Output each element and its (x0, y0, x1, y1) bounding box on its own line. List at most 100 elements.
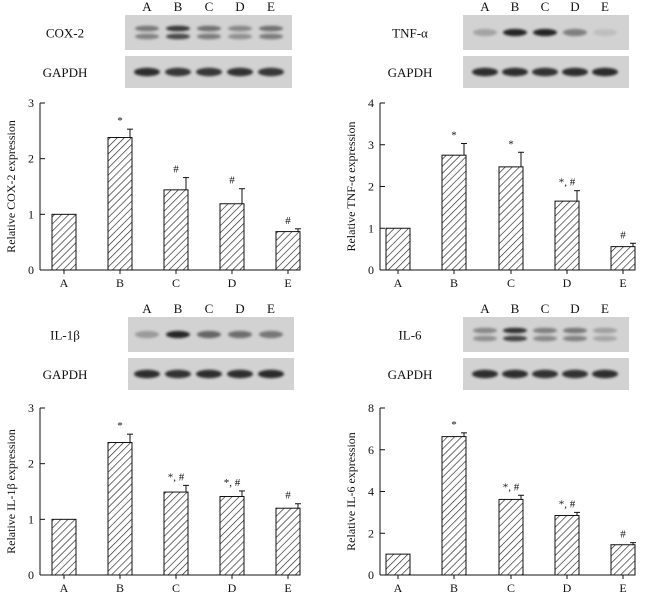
significance-label: *, # (559, 498, 576, 510)
significance-label: # (229, 175, 235, 187)
y-tick-label: 1 (368, 221, 374, 235)
bar (441, 154, 467, 271)
protein-band (166, 330, 190, 339)
lane-label: B (174, 301, 183, 316)
y-tick-label: 3 (368, 138, 374, 152)
protein-blot-strip (463, 317, 629, 352)
control-band (472, 67, 498, 77)
y-axis-label: Relative IL-6 expression (344, 432, 358, 551)
x-tick-label: D (563, 276, 572, 290)
protein-band-lower (563, 335, 587, 342)
x-tick-label: E (619, 276, 626, 290)
control-band (196, 67, 222, 77)
significance-label: # (620, 229, 626, 241)
y-tick-label: 1 (28, 207, 34, 221)
lane-label: C (541, 0, 550, 14)
lane-label: E (267, 301, 275, 316)
lane-label: C (541, 301, 550, 316)
bar (219, 496, 245, 576)
protein-band (473, 327, 497, 334)
western-blot: A B C D E COX-2 GAPDH (43, 0, 292, 88)
bar (51, 518, 77, 576)
protein-band (166, 25, 190, 32)
protein-band (197, 25, 221, 32)
y-tick-label: 3 (28, 401, 34, 415)
control-band (196, 369, 222, 379)
protein-band-lower (228, 33, 252, 40)
protein-band (197, 330, 221, 339)
x-tick-label: A (394, 276, 403, 290)
panel-2: A B C D E TNF-α GAPDH 0 1 2 3 4 Relative TNF-α expre… (344, 0, 636, 290)
y-tick-label: 2 (368, 180, 374, 194)
bar (385, 553, 411, 576)
lane-label: A (480, 301, 490, 316)
lane-label: D (235, 301, 244, 316)
bar (51, 213, 77, 271)
x-tick-label: C (172, 581, 180, 595)
significance-label: *, # (503, 481, 520, 493)
control-label: GAPDH (43, 367, 88, 382)
bar (498, 498, 524, 576)
control-band (592, 369, 618, 379)
lane-label: A (480, 0, 490, 14)
bar (610, 544, 636, 576)
protein-band-lower (197, 33, 221, 40)
x-tick-label: E (619, 581, 626, 595)
protein-band-lower (503, 335, 527, 342)
lane-label: E (601, 301, 609, 316)
y-tick-label: 0 (28, 568, 34, 582)
lane-label: A (142, 301, 152, 316)
control-band (562, 67, 588, 77)
y-tick-label: 0 (368, 263, 374, 277)
x-tick-label: B (450, 276, 458, 290)
control-label: GAPDH (388, 65, 433, 80)
bar (554, 515, 580, 576)
protein-band (473, 28, 497, 37)
y-tick-label: 6 (368, 443, 374, 457)
control-band (472, 369, 498, 379)
control-band (592, 67, 618, 77)
x-tick-label: C (507, 276, 515, 290)
protein-band (228, 330, 252, 339)
protein-blot-strip (125, 15, 292, 50)
y-tick-label: 4 (368, 96, 374, 110)
y-tick-label: 2 (28, 457, 34, 471)
significance-label: # (173, 164, 179, 176)
y-tick-label: 2 (28, 152, 34, 166)
x-tick-label: A (60, 276, 69, 290)
significance-label: *, # (559, 177, 576, 189)
panel-3: A B C D E IL-1β GAPDH 0 1 2 3 Relative IL-1β expres… (4, 301, 301, 595)
lane-label: B (511, 0, 520, 14)
control-band (258, 67, 284, 77)
protein-band-lower (593, 335, 617, 342)
protein-band (135, 330, 159, 339)
significance-label: * (451, 129, 457, 141)
protein-band (563, 327, 587, 334)
protein-label: COX-2 (46, 26, 84, 41)
protein-label: TNF-α (392, 26, 428, 41)
control-band (532, 67, 558, 77)
western-blot: A B C D E TNF-α GAPDH (388, 0, 629, 88)
bar (107, 137, 133, 271)
control-band (165, 67, 191, 77)
protein-band (259, 330, 283, 339)
bar (219, 203, 245, 271)
protein-band-lower (259, 33, 283, 40)
bar-chart: 0 1 2 3 4 Relative TNF-α expression A * B * C *, # D… (344, 96, 636, 290)
control-band (258, 369, 284, 379)
protein-band (135, 25, 159, 32)
lane-label: C (205, 0, 214, 14)
x-tick-label: E (284, 581, 291, 595)
protein-label: IL-6 (398, 328, 422, 343)
x-tick-label: C (172, 276, 180, 290)
significance-label: * (117, 115, 123, 127)
y-tick-label: 8 (368, 401, 374, 415)
x-tick-label: A (60, 581, 69, 595)
protein-band (228, 25, 252, 32)
protein-band-lower (166, 33, 190, 40)
significance-label: * (451, 419, 457, 431)
bar (275, 231, 301, 271)
protein-band (259, 25, 283, 32)
lane-label: A (142, 0, 152, 14)
